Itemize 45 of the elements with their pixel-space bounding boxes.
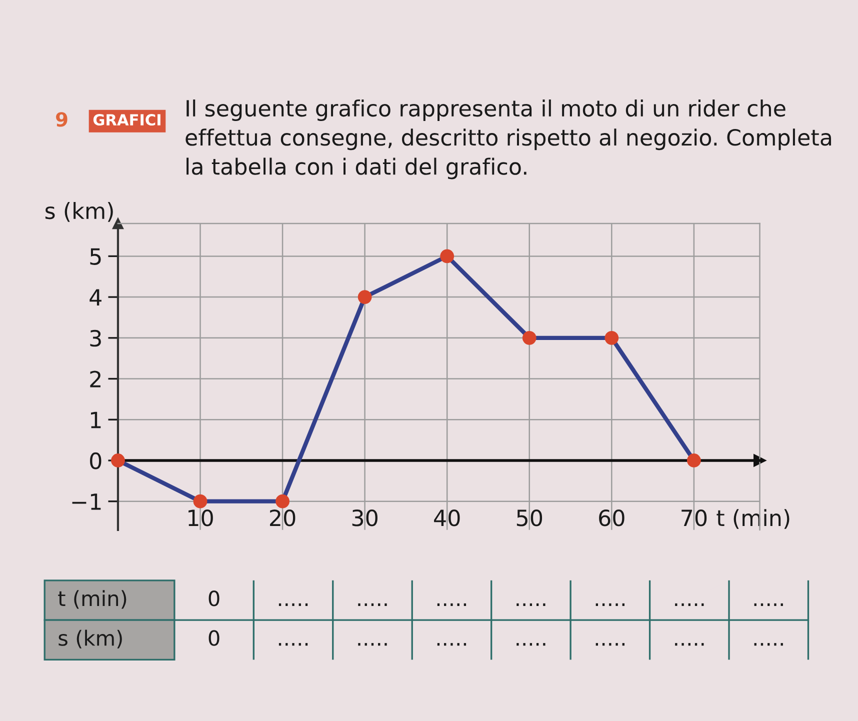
- point: [193, 494, 208, 508]
- y-axis-title: s (km): [45, 202, 113, 222]
- text: 0: [208, 590, 220, 606]
- point: [686, 454, 701, 468]
- text: .....: [437, 603, 466, 606]
- y-tick-label: 4: [90, 289, 102, 306]
- x-tick-label: 70: [682, 509, 707, 526]
- point: [111, 454, 125, 468]
- text: .....: [278, 643, 308, 646]
- point: [276, 494, 290, 508]
- text: .....: [675, 643, 704, 646]
- chart-title: GRAFICI: [93, 114, 160, 126]
- x-tick-label: 10: [188, 509, 213, 526]
- text: .....: [596, 643, 624, 646]
- text: 9: [56, 112, 68, 127]
- text: .....: [675, 603, 704, 606]
- text: .....: [358, 603, 387, 606]
- text: .....: [358, 643, 387, 646]
- point: [358, 290, 372, 304]
- text: .....: [754, 643, 783, 646]
- y-tick-label: 1: [91, 412, 101, 428]
- y-tick-label: 0: [90, 452, 102, 470]
- text: .....: [437, 643, 466, 646]
- y-tick-label: 5: [90, 248, 101, 265]
- text: .....: [596, 603, 624, 606]
- text: .....: [516, 603, 546, 606]
- y-tick-label: 3: [90, 330, 101, 347]
- chart-subtitle: Il seguente grafico rappresenta il moto di un rider che effettua consegne, descritto rispetto al negozio. Completa la tabella con i dati del grafico.: [186, 100, 832, 180]
- text: .....: [754, 603, 783, 606]
- y-tick-label: 2: [90, 370, 100, 388]
- x-tick-label: 40: [434, 509, 460, 526]
- x-tick-label: 50: [516, 509, 542, 526]
- point: [604, 330, 619, 345]
- y-tick-label: −1: [72, 494, 101, 510]
- x-tick-label: 20: [270, 509, 296, 526]
- text: s (km): [58, 630, 122, 648]
- text: .....: [278, 603, 308, 606]
- point: [440, 249, 454, 264]
- text: 0: [208, 630, 220, 646]
- text: t (min): [58, 590, 126, 609]
- x-tick-label: 30: [352, 509, 378, 526]
- text: .....: [516, 643, 546, 646]
- point: [522, 330, 536, 345]
- x-tick-label: 60: [599, 509, 624, 526]
- x-axis-title: t (min): [716, 509, 790, 529]
